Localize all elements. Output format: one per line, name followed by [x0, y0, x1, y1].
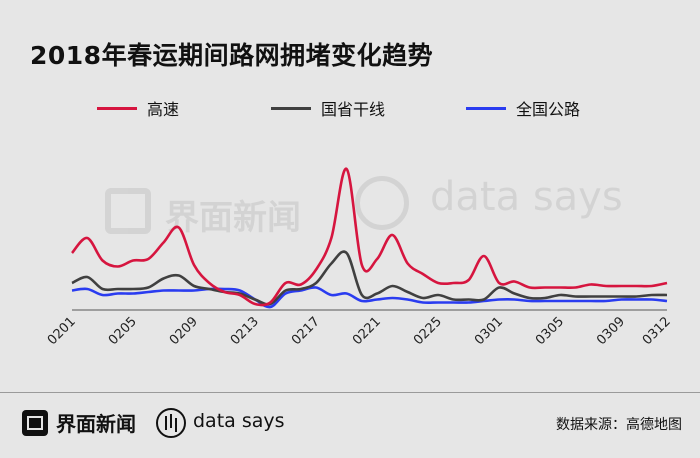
legend-item-all-roads: 全国公路 [466, 96, 580, 120]
x-tick-label: 0209 [167, 314, 201, 348]
series-line-0 [71, 167, 668, 307]
x-tick-label: 0217 [289, 314, 323, 348]
x-tick-label: 0305 [533, 314, 567, 348]
footer: 界面新闻 data says 数据来源：高德地图 [0, 394, 700, 458]
x-tick-label: 0201 [45, 314, 79, 348]
brand-logo-icon [22, 410, 48, 436]
data-says-icon [156, 408, 186, 438]
x-tick-label: 0213 [228, 314, 262, 348]
line-chart: 0201 0205 0209 0213 0217 0221 0225 0301 0305 0309… [45, 167, 674, 348]
chart-title: 2018年春运期间路网拥堵变化趋势 [30, 41, 434, 70]
chart-legend: 高速 国省干线 全国公路 [0, 96, 700, 120]
x-tick-label: 0301 [472, 314, 506, 348]
x-tick-label: 0221 [350, 314, 384, 348]
x-tick-label: 0205 [106, 314, 140, 348]
legend-swatch-national-provincial [271, 106, 311, 110]
x-tick-label: 0312 [640, 314, 674, 348]
series-line-1 [71, 250, 668, 306]
legend-swatch-all-roads [466, 106, 506, 110]
legend-label-expressway: 高速 [147, 100, 180, 119]
legend-label-national-provincial: 国省干线 [321, 100, 386, 119]
x-tick-label: 0225 [411, 314, 445, 348]
series-line-2 [71, 286, 668, 309]
x-tick-label: 0309 [594, 314, 628, 348]
legend-swatch-expressway [97, 106, 137, 110]
legend-item-expressway: 高速 [97, 96, 179, 120]
legend-label-all-roads: 全国公路 [516, 100, 581, 119]
brand-name: 界面新闻 [56, 412, 136, 436]
x-tick-labels: 0201 0205 0209 0213 0217 0221 0225 0301 0305 0309… [45, 314, 674, 348]
footer-divider [0, 392, 700, 393]
legend-item-national-provincial: 国省干线 [271, 96, 385, 120]
brand-tagline: data says [193, 410, 285, 432]
chart-lines [71, 167, 668, 309]
data-source: 数据来源：高德地图 [556, 417, 682, 433]
